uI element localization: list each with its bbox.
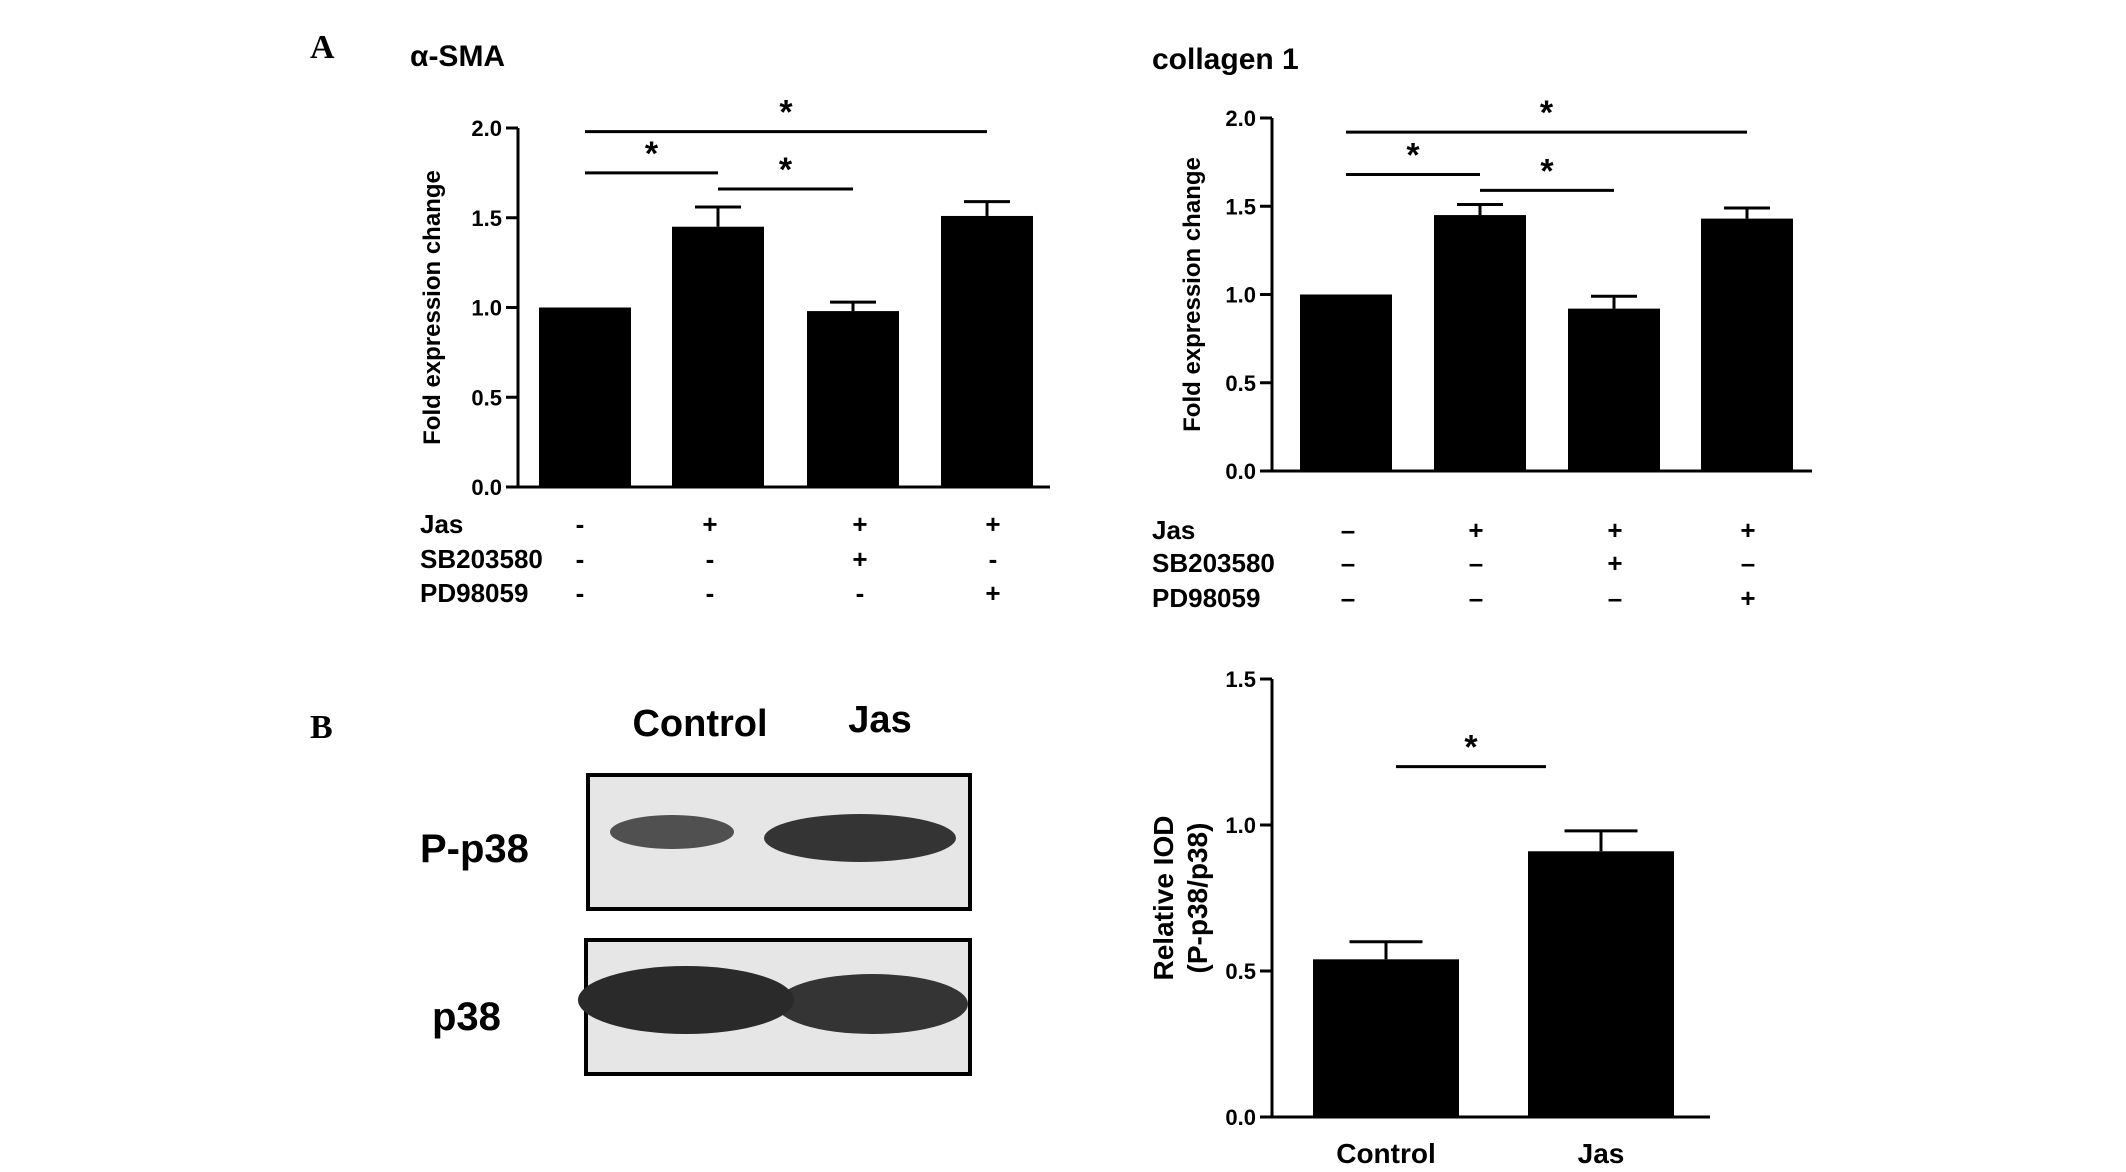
treatment-name: PD98059 [420, 578, 528, 608]
treatment-sign: + [1740, 583, 1755, 613]
y-tick-label: 0.0 [1225, 459, 1256, 484]
treatment-sign: + [985, 509, 1000, 539]
y-tick-label: 2.0 [1225, 106, 1256, 131]
y-tick-label: 1.0 [1225, 283, 1256, 308]
significance-star: * [645, 135, 659, 173]
chart-alpha-sma: α-SMA 0.0 0.5 1.0 1.5 2.0 Fold expression chan… [410, 40, 1050, 608]
bar [1568, 308, 1660, 471]
blot-row-label-p-p38: P-p38 [420, 827, 529, 871]
blot-band-p-p38-jas [764, 814, 956, 862]
treatment-sign: – [1469, 548, 1483, 578]
significance-star: * [1464, 729, 1478, 767]
blot-band-p-p38-control [610, 815, 734, 849]
y-tick-label: 1.0 [471, 296, 502, 321]
blot-lane-label-jas: Jas [848, 699, 911, 741]
treatment-sign: + [985, 578, 1000, 608]
chart-relative-iod: 0.0 0.5 1.0 1.5 Relative IOD (P-p38/p38) * Cont… [1148, 667, 1710, 1169]
bar [1528, 851, 1674, 1117]
y-tick-label: 1.5 [1225, 194, 1256, 219]
y-tick-label: 1.5 [1225, 667, 1256, 692]
y-axis-label: Fold expression change [1179, 157, 1206, 432]
chart-title: α-SMA [410, 40, 505, 73]
significance-star: * [1540, 152, 1554, 190]
treatment-sign: + [1607, 548, 1622, 578]
y-tick-label: 1.5 [471, 206, 502, 231]
y-tick-label: 0.5 [1225, 959, 1256, 984]
y-axis-label: Relative IOD [1148, 816, 1179, 981]
y-tick-label: 2.0 [471, 116, 502, 141]
western-blot: Control Jas P-p38 p38 [420, 699, 972, 1076]
bar [807, 311, 899, 487]
treatment-sign: - [706, 578, 715, 608]
significance-star: * [1406, 136, 1420, 174]
treatment-sign: + [1607, 515, 1622, 545]
y-tick-label: 0.5 [1225, 371, 1256, 396]
treatment-sign: – [1341, 548, 1355, 578]
y-tick-label: 0.0 [1225, 1105, 1256, 1130]
bar [1300, 294, 1392, 471]
bar [539, 307, 631, 487]
blot-lane-label-control: Control [632, 703, 767, 745]
treatment-sign: - [706, 544, 715, 574]
bar [1701, 218, 1793, 471]
treatment-sign: - [576, 509, 585, 539]
bar [1434, 215, 1526, 471]
treatment-name: SB203580 [1152, 548, 1275, 578]
blot-band-p38-jas [776, 974, 968, 1034]
treatment-sign: + [702, 509, 717, 539]
treatment-sign: + [1740, 515, 1755, 545]
y-tick-label: 1.0 [1225, 813, 1256, 838]
treatment-sign: – [1341, 583, 1355, 613]
treatment-name: PD98059 [1152, 583, 1260, 613]
panel-letter-b: B [310, 709, 333, 746]
chart-title: collagen 1 [1152, 43, 1299, 76]
bar [672, 226, 764, 487]
treatment-name: Jas [1152, 515, 1195, 545]
blot-band-p38-control [578, 966, 794, 1034]
significance-star: * [1540, 94, 1554, 132]
treatment-sign: - [989, 544, 998, 574]
y-tick-label: 0.0 [471, 475, 502, 500]
x-tick-label: Control [1336, 1138, 1436, 1169]
treatment-sign: – [1469, 583, 1483, 613]
treatment-sign: – [1741, 548, 1755, 578]
treatment-sign: – [1341, 515, 1355, 545]
bar [941, 215, 1033, 487]
y-tick-label: 0.5 [471, 385, 502, 410]
treatment-sign: – [1608, 583, 1622, 613]
bar [1313, 959, 1459, 1117]
treatment-name: Jas [420, 509, 463, 539]
treatment-sign: + [852, 544, 867, 574]
significance-star: * [779, 94, 793, 132]
y-axis-label: (P-p38/p38) [1182, 823, 1213, 974]
treatment-sign: - [576, 578, 585, 608]
treatment-sign: - [576, 544, 585, 574]
treatment-sign: + [1468, 515, 1483, 545]
blot-row-label-p38: p38 [432, 995, 501, 1039]
panel-letter-a: A [310, 29, 335, 66]
x-tick-label: Jas [1578, 1138, 1625, 1169]
treatment-sign: + [852, 509, 867, 539]
significance-star: * [779, 151, 793, 189]
y-axis-label: Fold expression change [419, 170, 446, 445]
chart-collagen-1: collagen 1 0.0 0.5 1.0 1.5 2.0 Fold expression… [1152, 43, 1812, 613]
treatment-name: SB203580 [420, 544, 543, 574]
treatment-sign: - [856, 578, 865, 608]
